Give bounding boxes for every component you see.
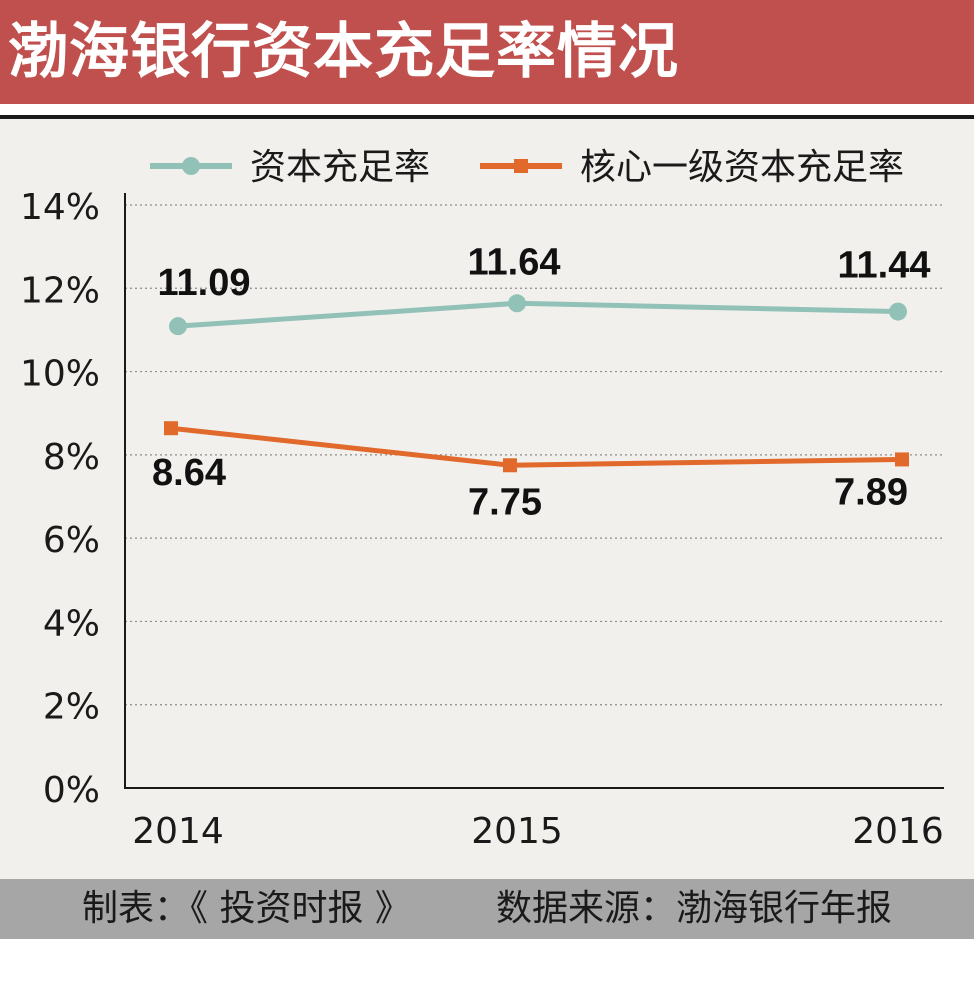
x-tick-label: 2015 <box>471 811 563 852</box>
data-point <box>503 458 517 473</box>
y-tick-label: 8% <box>43 437 100 478</box>
legend-marker-square <box>514 159 528 173</box>
line-chart: 0% 2% 4% 6% 8% 10% 12% 14% 2014 2015 2016 资本充足率 核心… <box>20 147 944 852</box>
y-tick-label: 0% <box>43 770 100 811</box>
credit-text: 制表：《 投资时报 》 <box>82 888 411 929</box>
title-divider <box>0 115 974 119</box>
legend-marker-circle <box>182 157 200 175</box>
plot-panel <box>0 119 974 879</box>
legend-label: 核心一级资本充足率 <box>580 147 904 188</box>
x-axis-ticks: 2014 2015 2016 <box>132 811 944 852</box>
series-core-tier1: 8.64 7.75 7.89 <box>152 421 909 523</box>
data-point <box>508 294 526 313</box>
y-tick-label: 12% <box>20 270 100 311</box>
y-tick-label: 2% <box>43 687 100 728</box>
data-label: 7.75 <box>468 481 542 523</box>
legend-label: 资本充足率 <box>250 147 430 188</box>
x-tick-label: 2016 <box>852 811 944 852</box>
title-banner: 渤海银行资本充足率情况 <box>0 0 974 104</box>
data-label: 11.64 <box>468 241 561 283</box>
legend: 资本充足率 核心一级资本充足率 <box>150 147 904 188</box>
series-line <box>170 425 903 468</box>
y-axis-ticks: 0% 2% 4% 6% 8% 10% 12% 14% <box>20 187 100 811</box>
series: 11.09 11.64 11.44 8.64 7.75 7.89 <box>152 241 930 523</box>
data-point <box>164 421 178 436</box>
x-tick-label: 2014 <box>132 811 224 852</box>
series-line <box>177 300 899 329</box>
data-point <box>889 302 907 321</box>
data-point <box>169 317 187 336</box>
source-text: 数据来源：渤海银行年报 <box>496 888 893 929</box>
data-point <box>895 452 909 467</box>
chart-title: 渤海银行资本充足率情况 <box>8 17 679 87</box>
y-tick-label: 6% <box>43 520 100 561</box>
data-label: 11.44 <box>838 245 931 287</box>
series-capital-adequacy: 11.09 11.64 11.44 <box>158 241 931 336</box>
data-label: 7.89 <box>834 471 908 513</box>
y-tick-label: 4% <box>43 603 100 644</box>
axes <box>124 193 944 789</box>
data-label: 8.64 <box>152 452 226 494</box>
footer-bar: 制表：《 投资时报 》 数据来源：渤海银行年报 <box>0 879 974 939</box>
gridlines <box>125 204 944 706</box>
data-label: 11.09 <box>158 262 251 304</box>
y-tick-label: 10% <box>20 354 100 395</box>
y-tick-label: 14% <box>20 187 100 228</box>
